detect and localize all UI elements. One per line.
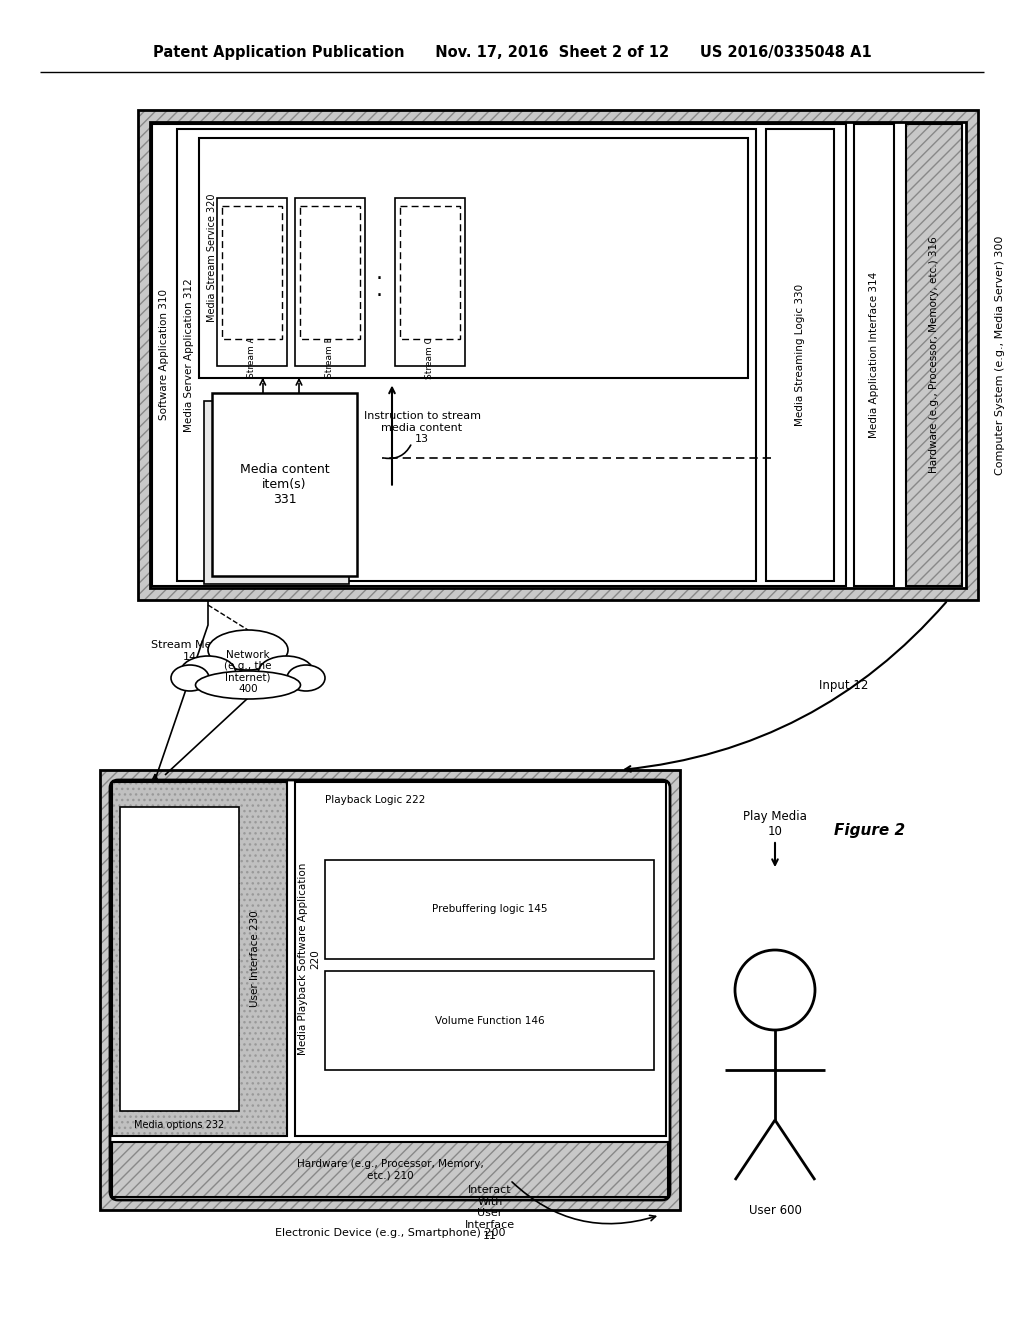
Ellipse shape (287, 665, 325, 690)
Ellipse shape (208, 630, 288, 671)
Text: Media content 327: Media content 327 (426, 232, 434, 312)
Bar (212, 392, 357, 576)
Bar (100, 770, 680, 1210)
Bar (112, 1142, 668, 1197)
Bar (906, 124, 962, 586)
Text: Media Streaming Logic 330: Media Streaming Logic 330 (795, 284, 805, 426)
Text: Input 12: Input 12 (819, 678, 868, 692)
Bar (300, 206, 360, 339)
Bar (217, 198, 287, 366)
Text: Media Server Application 312: Media Server Application 312 (184, 279, 194, 432)
Text: Interact
With
User
Interface
11: Interact With User Interface 11 (465, 1185, 515, 1241)
Bar (204, 400, 349, 583)
Text: Patent Application Publication      Nov. 17, 2016  Sheet 2 of 12      US 2016/03: Patent Application Publication Nov. 17, … (153, 45, 871, 59)
Ellipse shape (171, 665, 209, 690)
Text: Stream C 326: Stream C 326 (426, 317, 434, 379)
Bar (400, 206, 460, 339)
Bar (120, 807, 239, 1111)
Bar (100, 770, 680, 1210)
Text: Play Media
10: Play Media 10 (743, 810, 807, 838)
Text: User 600: User 600 (749, 1204, 802, 1217)
Text: Media options 232: Media options 232 (134, 1119, 224, 1130)
Ellipse shape (258, 656, 313, 688)
Text: Stream A 322: Stream A 322 (248, 317, 256, 379)
Bar (152, 124, 846, 586)
Text: Figure 2: Figure 2 (835, 822, 905, 837)
Text: Media Playback Software Application
220: Media Playback Software Application 220 (298, 863, 319, 1055)
Text: .: . (376, 264, 383, 284)
Bar (325, 972, 654, 1071)
Bar (766, 129, 834, 581)
Bar (199, 139, 748, 378)
Bar (906, 124, 962, 586)
Bar (295, 781, 666, 1137)
Text: Stream Media
14: Stream Media 14 (152, 640, 228, 661)
Text: Hardware (e.g., Processor, Memory, etc.) 316: Hardware (e.g., Processor, Memory, etc.)… (929, 236, 939, 474)
FancyBboxPatch shape (110, 780, 670, 1200)
Text: Computer System (e.g., Media Server) 300: Computer System (e.g., Media Server) 300 (995, 235, 1005, 475)
Bar (854, 124, 894, 586)
Text: Network
(e.g., the
Internet)
400: Network (e.g., the Internet) 400 (224, 649, 271, 694)
Text: Stream B 324: Stream B 324 (326, 317, 335, 379)
Text: Instruction to stream
media content
13: Instruction to stream media content 13 (364, 411, 480, 445)
Bar (177, 129, 756, 581)
Ellipse shape (180, 656, 236, 688)
Bar (222, 206, 282, 339)
Bar (295, 198, 365, 366)
Text: Electronic Device (e.g., Smartphone) 200: Electronic Device (e.g., Smartphone) 200 (274, 1228, 505, 1238)
Text: Media content 323: Media content 323 (248, 232, 256, 312)
Text: Volume Function 146: Volume Function 146 (434, 1015, 545, 1026)
Ellipse shape (196, 671, 300, 700)
Bar (150, 121, 966, 587)
Bar (395, 198, 465, 366)
Text: Hardware (e.g., Processor, Memory,
etc.) 210: Hardware (e.g., Processor, Memory, etc.)… (297, 1159, 483, 1180)
Text: Media Application Interface 314: Media Application Interface 314 (869, 272, 879, 438)
Bar (138, 110, 978, 601)
Text: Media content 325: Media content 325 (326, 232, 335, 312)
Text: Software Application 310: Software Application 310 (159, 289, 169, 421)
Bar (112, 781, 287, 1137)
Text: Prebuffering logic 145: Prebuffering logic 145 (432, 904, 547, 915)
Text: Media Stream Service 320: Media Stream Service 320 (207, 194, 217, 322)
Text: Media content
item(s)
331: Media content item(s) 331 (240, 463, 330, 506)
Bar (112, 1142, 668, 1197)
Bar (138, 110, 978, 601)
Text: User Interface 230: User Interface 230 (251, 911, 260, 1007)
Text: Playback Logic 222: Playback Logic 222 (325, 795, 425, 805)
Text: .: . (376, 280, 383, 300)
Bar (325, 859, 654, 960)
Bar (112, 781, 287, 1137)
